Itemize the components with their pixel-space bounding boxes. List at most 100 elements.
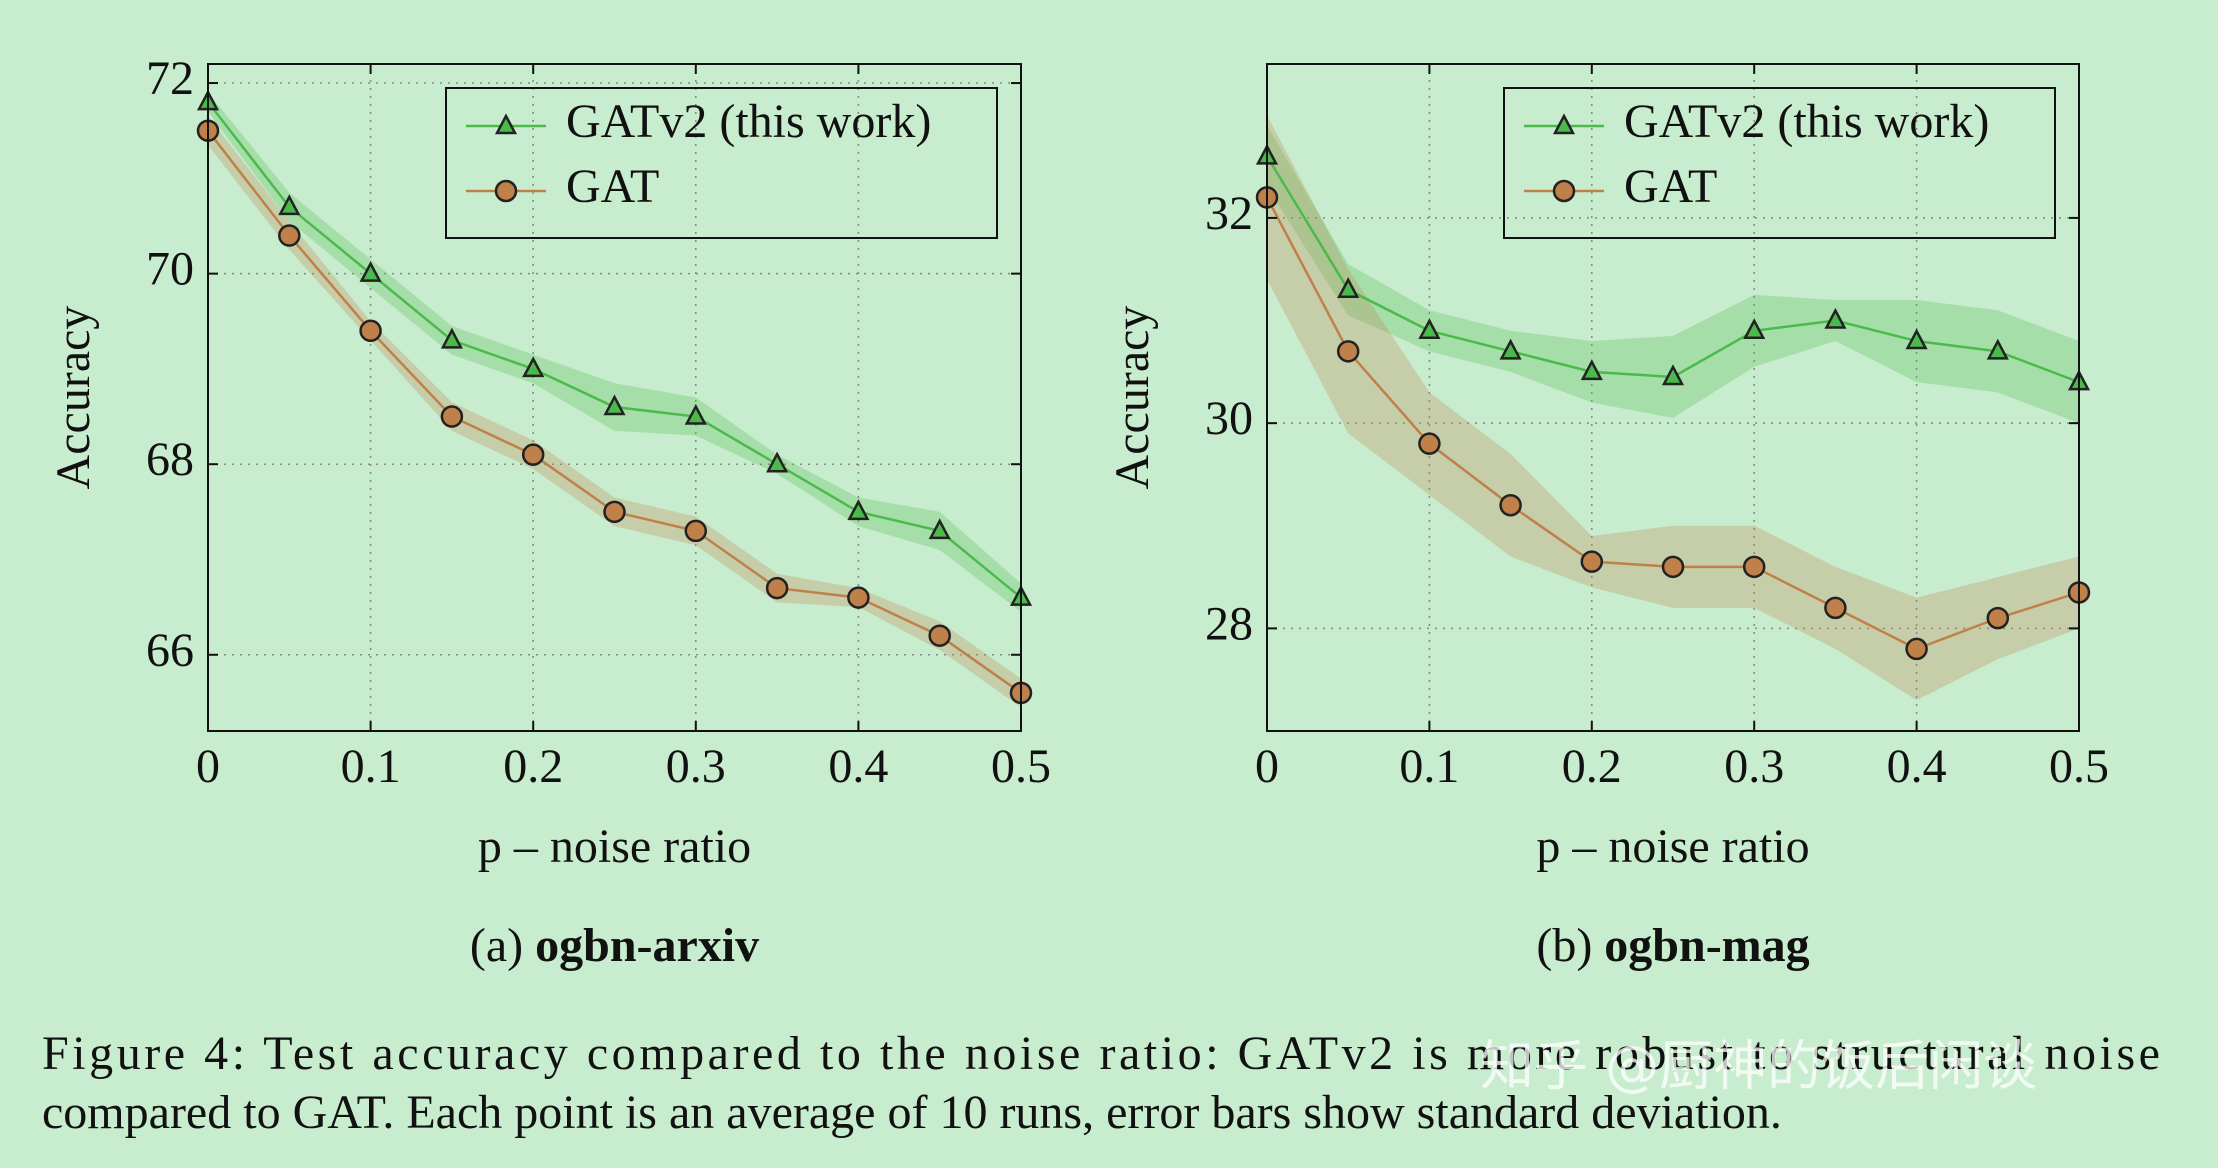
x-tick-label: 0.2 — [503, 740, 563, 793]
marker — [1661, 364, 1685, 386]
marker — [1824, 596, 1847, 620]
marker — [1336, 340, 1360, 363]
marker — [278, 194, 301, 216]
legend-marker — [1552, 113, 1576, 135]
error-band — [1916, 577, 1998, 701]
marker — [766, 451, 789, 473]
error-band — [858, 497, 940, 550]
x-tick-label: 0.2 — [1562, 740, 1622, 793]
x-tick-label: 0.3 — [666, 740, 726, 793]
subcaption-label: (a) — [470, 919, 523, 972]
y-axis-label: Accuracy — [1106, 306, 1159, 490]
y-tick-label: 72 — [146, 52, 194, 105]
marker — [1905, 637, 1928, 661]
legend-marker — [494, 113, 518, 135]
plot-frame — [1266, 63, 2080, 732]
subcaption-name: ogbn-mag — [1604, 919, 1809, 972]
marker — [1580, 359, 1603, 381]
error-band — [1267, 125, 1349, 316]
error-band — [533, 354, 615, 431]
subcaption-label: (b) — [1536, 919, 1592, 972]
error-band — [370, 321, 452, 431]
x-tick-label: 0.5 — [991, 740, 1051, 793]
x-tick-label: 0.1 — [1399, 740, 1459, 793]
subcaption: (a) ogbn-arxiv — [470, 919, 759, 972]
x-tick-label: 0.1 — [341, 740, 401, 793]
marker — [521, 443, 545, 466]
error-band — [858, 588, 940, 651]
marker — [1986, 606, 2010, 630]
marker — [1742, 555, 1766, 579]
watermark: 知乎 @厨神的饭后闲谈 — [1480, 1035, 2037, 1098]
error-band — [1348, 264, 1430, 352]
x-tick-label: 0.4 — [1887, 740, 1947, 793]
marker — [1905, 328, 1928, 350]
x-tick-label: 0.4 — [828, 740, 888, 793]
y-tick-label: 28 — [1205, 597, 1253, 650]
marker — [1418, 318, 1441, 340]
subcaption-name: ogbn-arxiv — [535, 919, 759, 972]
x-axis-label: p – noise ratio — [1536, 820, 1809, 873]
error-band — [289, 221, 371, 341]
plot-frame — [207, 63, 1022, 732]
x-axis-label: p – noise ratio — [478, 820, 751, 873]
marker — [1824, 307, 1847, 329]
x-tick-label: 0.3 — [1724, 740, 1784, 793]
marker — [1418, 432, 1441, 455]
caption-line: compared to GAT. Each point is an averag… — [42, 1086, 1782, 1139]
y-tick-label: 66 — [146, 624, 194, 677]
marker — [928, 624, 951, 647]
marker — [440, 405, 464, 428]
error-band — [1835, 300, 1917, 383]
error-band — [1673, 294, 1755, 419]
marker — [1986, 338, 2009, 360]
legend-box — [445, 87, 998, 239]
marker — [522, 356, 545, 378]
error-band — [1348, 269, 1430, 495]
legend-box — [1503, 87, 2056, 239]
marker — [684, 403, 707, 425]
legend-label: GAT — [1624, 160, 1717, 213]
y-axis-label: Accuracy — [47, 306, 100, 490]
error-band — [1510, 453, 1592, 588]
error-band — [695, 397, 778, 474]
marker — [603, 500, 626, 524]
marker — [1499, 493, 1522, 517]
marker — [440, 327, 463, 349]
marker — [1499, 338, 1522, 360]
error-band — [777, 454, 859, 527]
marker — [1337, 277, 1360, 299]
legend-label: GAT — [566, 160, 659, 213]
marker — [1580, 550, 1604, 573]
marker — [684, 519, 708, 543]
error-band — [1591, 525, 1673, 608]
marker — [847, 499, 870, 521]
marker — [765, 576, 789, 600]
x-tick-label: 0 — [1255, 740, 1279, 793]
error-band — [208, 92, 290, 222]
error-band — [939, 511, 1021, 612]
error-band — [777, 573, 859, 608]
legend-marker — [494, 179, 518, 203]
marker — [847, 586, 870, 609]
marker — [1743, 318, 1766, 340]
legend-marker — [1552, 179, 1576, 203]
marker — [928, 518, 951, 540]
error-band — [1591, 335, 1673, 419]
marker — [278, 224, 301, 247]
marker — [603, 394, 626, 416]
legend-label: GATv2 (this work) — [566, 95, 931, 148]
error-band — [1510, 330, 1592, 403]
error-band — [614, 383, 696, 436]
error-band — [1997, 556, 2079, 660]
y-tick-label: 68 — [146, 433, 194, 486]
y-tick-label: 32 — [1205, 187, 1253, 240]
marker — [359, 260, 382, 282]
marker — [1661, 555, 1685, 579]
error-band — [1835, 566, 1917, 701]
legend-label: GATv2 (this work) — [1624, 95, 1989, 148]
y-tick-label: 30 — [1205, 392, 1253, 445]
error-band — [1754, 294, 1836, 367]
